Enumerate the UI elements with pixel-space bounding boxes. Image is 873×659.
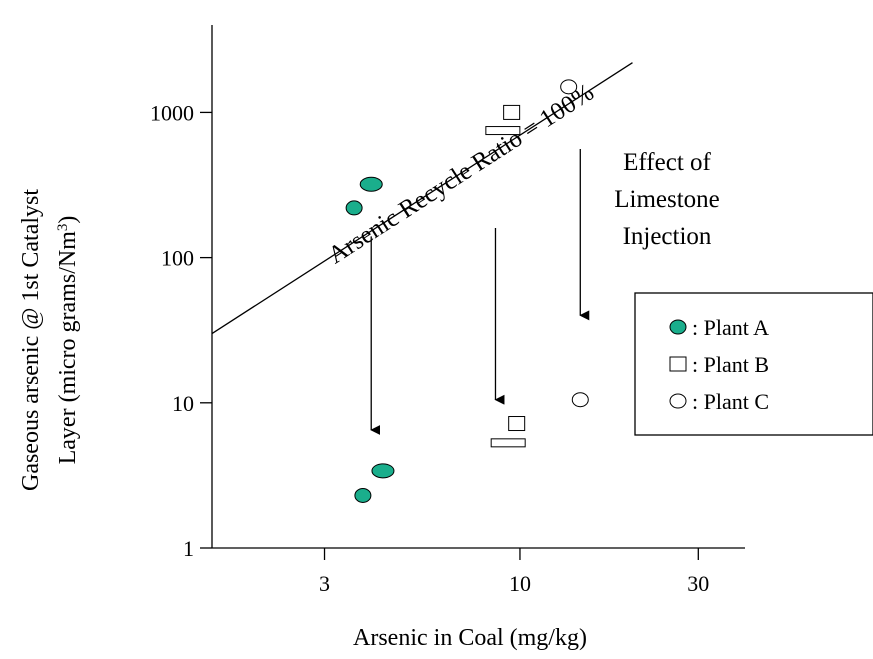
legend-marker (669, 393, 687, 409)
data-point-planta (345, 200, 363, 216)
reference-line-label: Arsenic Recycle Ratio = 100% (324, 79, 599, 269)
annotation-line: Limestone (614, 186, 720, 213)
annotation-line: Injection (623, 223, 712, 250)
data-point-planta (371, 463, 395, 479)
data-point-plant-b (485, 126, 521, 136)
data-point-plantc (571, 392, 589, 408)
y-tick-label: 1 (183, 536, 194, 561)
x-axis-title: Arsenic in Coal (mg/kg) (353, 625, 587, 651)
reference-line (211, 62, 633, 335)
x-tick-label: 30 (687, 571, 709, 596)
data-point-plantc (560, 79, 578, 95)
legend-label: : Plant A (692, 315, 769, 340)
legend-label: : Plant B (692, 352, 769, 377)
legend-marker (669, 319, 687, 335)
y-axis-title-line1: Gaseous arsenic @ 1st Catalyst (18, 189, 44, 491)
data-point-plant-b (490, 438, 526, 448)
data-point-plantb (508, 416, 526, 432)
legend-label: : Plant C (692, 389, 769, 414)
legend-marker (669, 356, 687, 372)
data-point-planta (354, 487, 372, 503)
y-tick-label: 10 (172, 391, 194, 416)
data-point-planta (359, 176, 383, 192)
x-tick-label: 3 (319, 571, 330, 596)
x-tick-label: 10 (509, 571, 531, 596)
annotation-line: Effect of (623, 149, 711, 176)
data-point-plantb (503, 104, 521, 120)
y-tick-label: 1000 (150, 100, 194, 125)
y-tick-label: 100 (161, 246, 194, 271)
y-axis-title-line2: Layer (micro grams/Nm3) (55, 216, 81, 465)
